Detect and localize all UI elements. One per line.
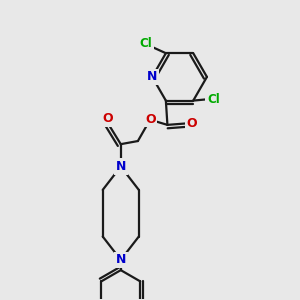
Text: Cl: Cl (139, 38, 152, 50)
Text: N: N (116, 160, 126, 173)
Text: O: O (187, 117, 197, 130)
Text: O: O (102, 112, 113, 125)
Text: O: O (145, 113, 156, 126)
Text: N: N (147, 70, 158, 83)
Text: N: N (116, 254, 126, 266)
Text: Cl: Cl (207, 93, 220, 106)
